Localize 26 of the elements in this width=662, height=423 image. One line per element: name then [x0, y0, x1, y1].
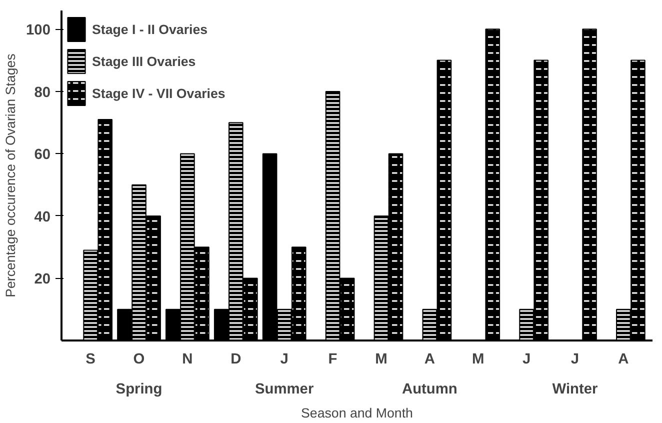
x-tick-label: A [618, 352, 630, 368]
y-axis-title: Percentage occurence of Ovarian Stages [3, 53, 18, 298]
text: Summer [255, 382, 314, 398]
y-tick-label: 40 [34, 209, 51, 226]
x-tick-label: N [182, 352, 193, 368]
x-axis-title: Season and Month [301, 406, 413, 420]
legend-label: Stage III Ovaries [92, 54, 196, 68]
legend-label: Stage I - II Ovaries [92, 22, 208, 36]
text: Spring [116, 382, 162, 398]
x-tick-label: S [86, 352, 96, 368]
y-tick-label: 100 [26, 22, 51, 39]
text: Winter [552, 382, 598, 398]
x-tick-label: A [424, 352, 436, 368]
x-tick-label: J [280, 352, 288, 368]
x-tick-label: D [230, 352, 242, 368]
x-tick-label: J [522, 352, 531, 368]
x-tick-label: J [570, 352, 580, 368]
y-tick-label: 60 [34, 147, 51, 164]
x-tick-label: M [375, 352, 388, 368]
text: Autumn [402, 382, 458, 398]
x-tick-label: F [328, 352, 338, 368]
x-tick-label: O [133, 352, 145, 368]
x-tick-label: M [472, 352, 484, 368]
y-tick-label: 20 [34, 272, 51, 288]
y-tick-label: 80 [34, 84, 51, 101]
legend-label: Stage IV - VII Ovaries [92, 86, 226, 100]
